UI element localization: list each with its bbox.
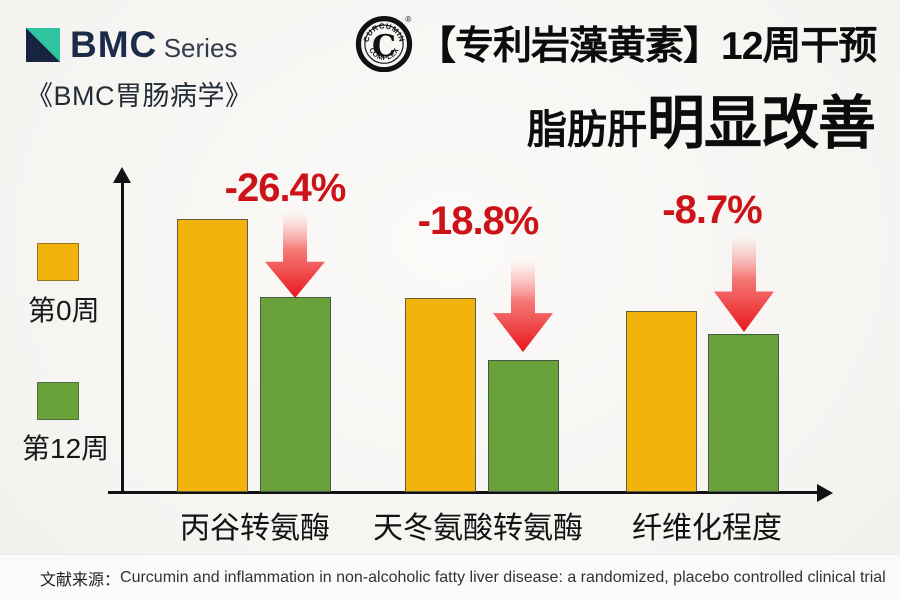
bar-week12-alt <box>260 297 331 492</box>
change-label-alt: -26.4% <box>224 166 347 210</box>
decrease-arrow-icon <box>493 260 553 352</box>
legend-swatch-week0 <box>37 243 79 281</box>
y-axis-arrowhead <box>113 167 131 183</box>
decrease-arrow-icon <box>265 212 325 298</box>
footer-citation-bar: 文献来源： Curcumin and inflammation in non-a… <box>0 554 900 600</box>
citation-text: Curcumin and inflammation in non-alcohol… <box>120 568 886 586</box>
registered-mark: ® <box>405 15 411 24</box>
bar-week0-ast <box>405 298 476 492</box>
title-line1: 【专利岩藻黄素】12周干预 <box>417 25 877 68</box>
bar-week0-alt <box>177 219 248 492</box>
y-axis <box>121 180 124 493</box>
title-line2-emphasis: 明显改善 <box>646 91 876 156</box>
bmc-wordmark: BMC <box>70 24 158 65</box>
category-label-ast: 天冬氨酸转氨酶 <box>373 512 583 545</box>
legend-label-week0: 第0周 <box>28 295 100 326</box>
x-axis-arrowhead <box>817 484 833 502</box>
title-line2-prefix: 脂肪肝 <box>526 108 647 152</box>
x-axis <box>108 491 820 494</box>
bmc-brand-block: BMC Series 《BMC胃肠病学》 <box>26 24 253 113</box>
title-block: C CURCUMIN COMPLEX ® 【专利岩藻黄素】12周干预 脂肪肝明显… <box>355 14 877 160</box>
category-label-alt: 丙谷转氨酶 <box>180 512 330 545</box>
bar-week0-fibrosis <box>626 311 697 492</box>
decrease-arrow-icon <box>714 236 774 332</box>
legend-swatch-week12 <box>37 382 79 420</box>
bar-week12-ast <box>488 360 559 492</box>
curcumin-complex-badge-icon: C CURCUMIN COMPLEX ® <box>355 15 413 72</box>
change-label-ast: -18.8% <box>417 199 540 243</box>
title-line2: 脂肪肝明显改善 <box>355 76 876 160</box>
journal-name: 《BMC胃肠病学》 <box>26 81 253 111</box>
svg-text:C: C <box>372 29 396 64</box>
bmc-logo-icon <box>26 28 60 62</box>
bar-week12-fibrosis <box>708 334 779 492</box>
legend-label-week12: 第12周 <box>22 433 110 464</box>
source-label: 文献来源： <box>40 571 121 589</box>
category-label-fibrosis: 纤维化程度 <box>632 512 782 545</box>
bmc-series-label: Series <box>163 33 238 63</box>
change-label-fibrosis: -8.7% <box>662 188 763 232</box>
